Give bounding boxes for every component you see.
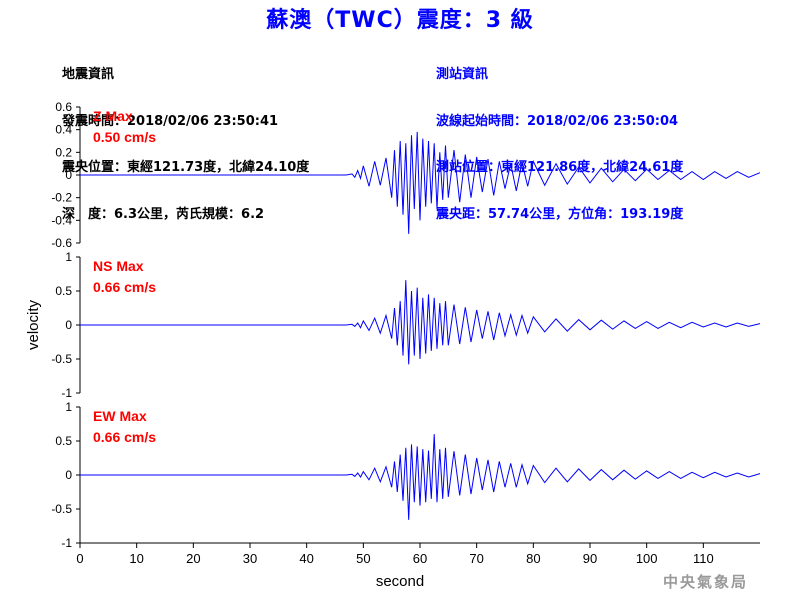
z-y-tick-label: -0.4 — [51, 213, 72, 227]
x-tick-label: 30 — [243, 551, 257, 566]
x-tick-label: 40 — [299, 551, 313, 566]
station-wave-start: 波線起始時間：2018/02/06 23:50:04 — [436, 113, 679, 129]
panels: -0.6 -0.4 -0.2 0 0.2 0.4 0.6 Z Max 0.50 cm/s -1 -0… — [51, 100, 761, 566]
station-info-block: 測站資訊 波線起始時間：2018/02/06 23:50:04 測站位置：東經1… — [436, 36, 683, 238]
x-tick-label: 70 — [469, 551, 483, 566]
x-tick-label: 20 — [186, 551, 200, 566]
z-y-tick-label: 0.6 — [55, 100, 72, 114]
quake-info-block: 地震資訊 發震時間：2018/02/06 23:50:41 震央位置：東經121… — [62, 36, 309, 238]
x-tick-label: 0 — [76, 551, 83, 566]
ew-y-tick-label: -0.5 — [51, 502, 72, 516]
x-tick-label: 100 — [636, 551, 658, 566]
station-info-heading: 測站資訊 — [436, 67, 489, 82]
x-tick-label: 110 — [693, 551, 714, 566]
ew-trace — [80, 434, 761, 520]
quake-info-heading: 地震資訊 — [62, 67, 115, 82]
ew-max-label: EW Max — [93, 408, 147, 424]
z-y-tick-label: -0.6 — [51, 236, 72, 250]
x-axis-label: second — [376, 573, 424, 590]
ew-y-tick-label: 1 — [65, 400, 72, 414]
z-trace — [80, 131, 761, 234]
x-tick-label: 50 — [356, 551, 370, 566]
x-tick-label: 10 — [129, 551, 143, 566]
x-tick-label: 80 — [526, 551, 540, 566]
z-y-tick-label: 0 — [65, 168, 72, 182]
quake-depth-magnitude: 深 度：6.3公里，芮氏規模：6.2 — [62, 206, 265, 222]
ns-y-tick-label: -1 — [61, 386, 72, 400]
chart-title: 蘇澳（TWC）震度：3 級 — [266, 8, 534, 33]
ns-max-label: NS Max — [93, 258, 144, 274]
ns-max-value: 0.66 cm/s — [93, 279, 156, 295]
quake-origin-time: 發震時間：2018/02/06 23:50:41 — [62, 113, 279, 129]
x-tick-label: 60 — [413, 551, 427, 566]
ew-max-value: 0.66 cm/s — [93, 429, 156, 445]
ns-y-tick-label: 0 — [65, 318, 72, 332]
agency-watermark: 中央氣象局 — [662, 573, 748, 591]
ew-y-tick-label: 0.5 — [55, 434, 72, 448]
ns-y-tick-label: 0.5 — [55, 284, 72, 298]
z-max-label: Z Max — [93, 108, 133, 124]
ns-y-tick-label: 1 — [65, 250, 72, 264]
ns-trace — [80, 280, 761, 365]
station-distance: 震央距：57.74公里，方位角：193.19度 — [436, 206, 684, 222]
ns-y-tick-label: -0.5 — [51, 352, 72, 366]
ew-y-tick-label: 0 — [65, 468, 72, 482]
z-y-tick-label: 0.4 — [55, 123, 72, 137]
x-tick-label: 90 — [583, 551, 597, 566]
ew-y-tick-label: -1 — [61, 536, 72, 550]
y-axis-label: velocity — [25, 299, 42, 350]
z-max-value: 0.50 cm/s — [93, 129, 156, 145]
z-y-tick-label: 0.2 — [55, 145, 72, 159]
quake-epicenter: 震央位置：東經121.73度，北緯24.10度 — [62, 160, 310, 175]
z-y-tick-label: -0.2 — [51, 191, 72, 205]
